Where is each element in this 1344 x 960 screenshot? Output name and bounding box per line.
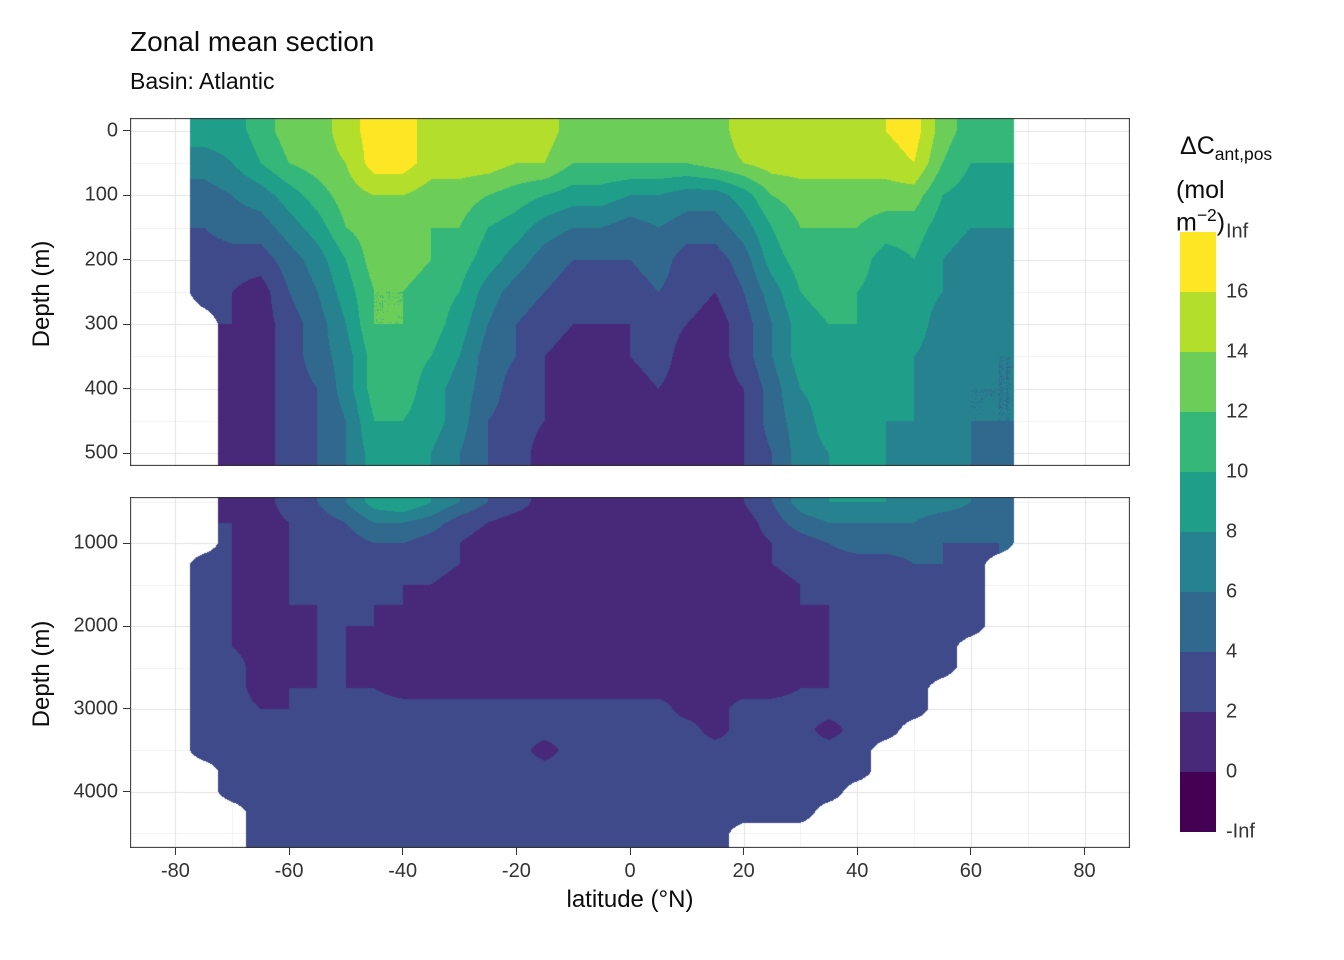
x-tick-label: 60 (959, 860, 983, 882)
x-tick-mark (1084, 848, 1086, 855)
x-tick-label: -40 (388, 860, 418, 882)
colorbar-swatch (1180, 352, 1216, 412)
legend-unit: (mol m−2) (1176, 176, 1226, 237)
y-tick-mark (123, 452, 130, 454)
x-tick-label: -80 (161, 860, 190, 882)
x-tick-mark (856, 848, 858, 855)
colorbar-label: 10 (1226, 460, 1249, 483)
y-tick-mark (123, 708, 130, 710)
colorbar-swatch (1180, 412, 1216, 472)
y-tick-label: 1000 (73, 531, 119, 554)
y-tick-mark (123, 259, 130, 261)
legend-title: ΔCant,pos (1180, 132, 1273, 164)
x-tick-mark (515, 848, 517, 855)
x-tick-mark (629, 848, 631, 855)
y-tick-label: 500 (84, 441, 118, 464)
colorbar-swatch (1180, 712, 1216, 772)
colorbar-label: 16 (1226, 280, 1249, 303)
y-tick-label: 0 (106, 119, 118, 142)
y-tick-mark (123, 388, 130, 390)
y-tick-label: 100 (84, 183, 118, 206)
colorbar (1180, 232, 1216, 832)
colorbar-label: 14 (1226, 340, 1249, 363)
colorbar-swatch (1180, 532, 1216, 592)
colorbar-label: Inf (1226, 220, 1249, 243)
upper-panel-canvas (130, 118, 1130, 466)
x-tick-label: 20 (732, 860, 755, 882)
colorbar-swatch (1180, 772, 1216, 832)
y-tick-mark (123, 625, 130, 627)
x-tick-label: -20 (501, 860, 531, 882)
x-tick-label: -60 (274, 860, 304, 882)
colorbar-label: 0 (1226, 760, 1238, 783)
colorbar-swatch (1180, 652, 1216, 712)
y-tick-label: 300 (84, 312, 118, 335)
y-tick-mark (123, 194, 130, 196)
x-tick-label: 0 (624, 860, 636, 882)
y-tick-label: 3000 (73, 697, 119, 720)
y-tick-mark (123, 323, 130, 325)
x-tick-label: 40 (846, 860, 869, 882)
colorbar-label: 12 (1226, 400, 1249, 423)
colorbar-label: 6 (1226, 580, 1238, 603)
x-axis-title: latitude (°N) (566, 886, 694, 913)
x-tick-mark (174, 848, 176, 855)
y-tick-label: 4000 (73, 780, 119, 803)
y-tick-mark (123, 791, 130, 793)
y-tick-label: 400 (84, 377, 118, 400)
x-tick-mark (402, 848, 404, 855)
colorbar-swatch (1180, 472, 1216, 532)
colorbar-label: 2 (1226, 700, 1238, 723)
colorbar-swatch (1180, 232, 1216, 292)
x-tick-mark (970, 848, 972, 855)
colorbar-swatch (1180, 592, 1216, 652)
y-tick-mark (123, 130, 130, 132)
lower-panel-canvas (130, 497, 1130, 848)
colorbar-label: 8 (1226, 520, 1238, 543)
y-tick-label: 200 (84, 248, 118, 271)
y-tick-mark (123, 542, 130, 544)
x-tick-label: 80 (1073, 860, 1096, 882)
x-tick-mark (743, 848, 745, 855)
colorbar-swatch (1180, 292, 1216, 352)
chart-subtitle: Basin: Atlantic (130, 68, 275, 94)
x-tick-mark (288, 848, 290, 855)
chart-title: Zonal mean section (130, 26, 375, 57)
colorbar-label: -Inf (1226, 820, 1255, 843)
colorbar-label: 4 (1226, 640, 1238, 663)
y-tick-label: 2000 (73, 614, 119, 637)
